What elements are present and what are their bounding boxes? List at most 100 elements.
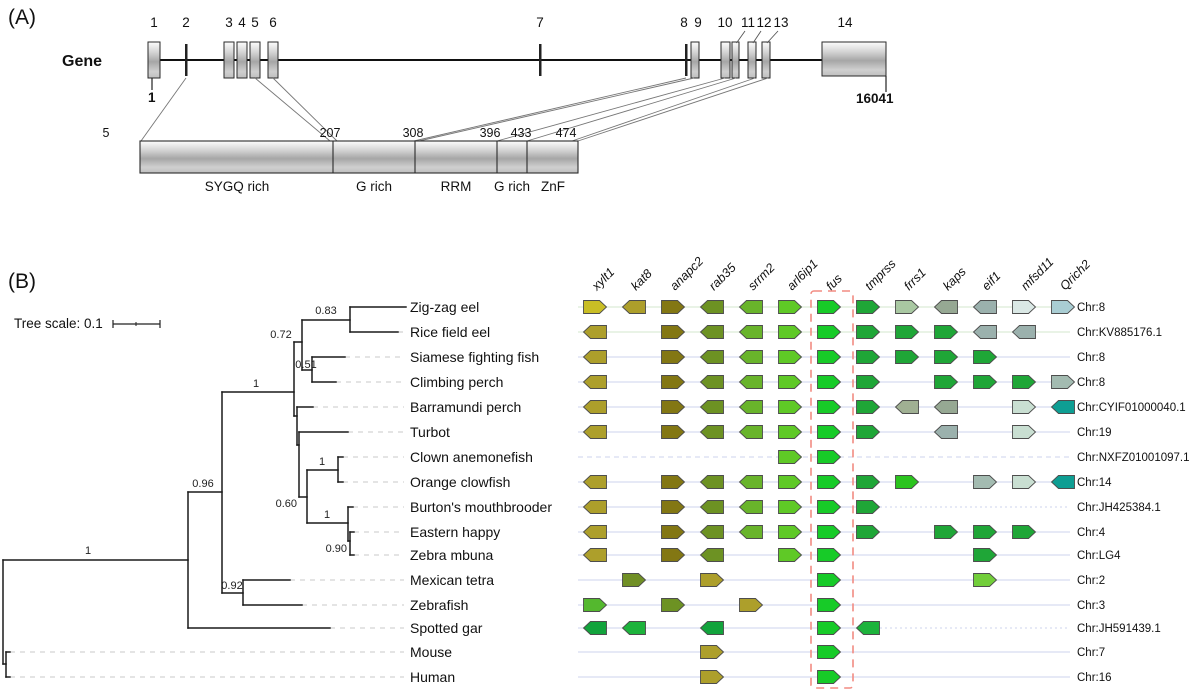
exon-number: 9 [694,15,702,30]
exon-number-leader [752,30,762,44]
gene-arrow [699,325,724,339]
gene-arrow [817,350,842,364]
gene-arrow [973,525,998,539]
gene-arrow [738,525,763,539]
exon-box [731,41,740,79]
domain-label: G rich [356,179,392,194]
support-value: 0.60 [276,498,297,510]
gene-arrow [661,548,686,562]
gene-arrow [738,425,763,439]
exon-number: 10 [717,15,732,30]
gene-arrow [1012,525,1037,539]
species-label: Clown anemonefish [410,449,533,465]
gene-arrow [699,400,724,414]
gene-arrow [661,375,686,389]
gene-arrow [738,375,763,389]
gene-arrow [1012,375,1037,389]
gene-arrow [583,598,608,612]
gene-arrow [895,300,920,314]
species-label: Barramundi perch [410,399,521,415]
gene-arrow [973,375,998,389]
gene-arrow [661,500,686,514]
support-value: 0.96 [192,478,213,490]
gene-arrow [622,573,647,587]
domain-label: ZnF [541,179,565,194]
gene-arrow [856,325,881,339]
gene-arrow [817,300,842,314]
gene-arrow [778,325,803,339]
gene-arrow [778,450,803,464]
exon-number-leader [766,30,779,44]
gene-arrow [699,425,724,439]
exon-tick [685,44,688,76]
gene-column-label: kat8 [628,266,655,293]
residue-position-label: 308 [403,126,424,140]
gene-arrow [856,500,881,514]
gene-arrow [778,350,803,364]
exon-number: 1 [150,15,158,30]
exon-number-leader [736,30,746,44]
exon-number: 12 [756,15,771,30]
gene-arrow [973,350,998,364]
gene-column-label: mfsd11 [1018,255,1056,293]
gene-arrow [700,670,725,684]
chromosome-label: Chr:JH591439.1 [1077,623,1161,635]
exon-tick [185,44,188,76]
gene-column-label: anapc2 [667,254,706,293]
residue-position-label: 396 [480,126,501,140]
chromosome-label: Chr:LG4 [1077,550,1121,562]
chromosome-label: Chr:8 [1077,352,1105,364]
gene-arrow [817,400,842,414]
chromosome-label: Chr:8 [1077,377,1105,389]
support-value: 1 [85,545,91,557]
gene-column-label: tmprss [862,257,898,293]
exon-domain-leader [577,77,769,142]
gene-track-title: Gene [62,53,102,70]
species-label: Zebrafish [410,597,468,613]
gene-arrow [661,425,686,439]
chromosome-label: Chr:2 [1077,575,1105,587]
gene-arrow [661,325,686,339]
gene-arrow [933,300,958,314]
gene-column-label: fus [823,271,845,293]
chromosome-label: Chr:JH425384.1 [1077,502,1161,514]
gene-arrow [972,300,997,314]
gene-arrow [583,300,608,314]
support-value: 1 [324,509,330,521]
exon-number: 4 [238,15,246,30]
exon-domain-leader [413,77,687,142]
gene-arrow [973,573,998,587]
gene-column-label: xylt1 [589,265,618,294]
gene-arrow [699,548,724,562]
gene-arrow [934,325,959,339]
gene-arrow [817,670,842,684]
gene-arrow [856,375,881,389]
exon-number: 2 [182,15,190,30]
gene-arrow [582,425,607,439]
gene-arrow [582,325,607,339]
exon-number: 7 [536,15,544,30]
gene-arrow [856,425,881,439]
domain-label: SYGQ rich [205,179,270,194]
support-value: 1 [319,456,325,468]
gene-arrow [856,300,881,314]
gene-arrow [621,621,646,635]
gene-arrow [582,621,607,635]
gene-column-label: kaps [940,265,969,294]
exon-domain-leader [526,77,737,142]
gene-arrow [1051,300,1076,314]
gene-arrow [894,400,919,414]
species-label: Orange clowfish [410,474,510,490]
protein-start-label: 5 [103,126,110,140]
gene-arrow [700,645,725,659]
gene-arrow [1051,375,1076,389]
exon-domain-leader [254,77,331,142]
chromosome-label: Chr:14 [1077,477,1112,489]
gene-arrow [1011,325,1036,339]
species-label: Eastern happy [410,524,500,540]
exon-domain-leader [496,77,726,142]
exon-number: 11 [741,15,755,30]
fus-highlight-box [810,290,854,689]
